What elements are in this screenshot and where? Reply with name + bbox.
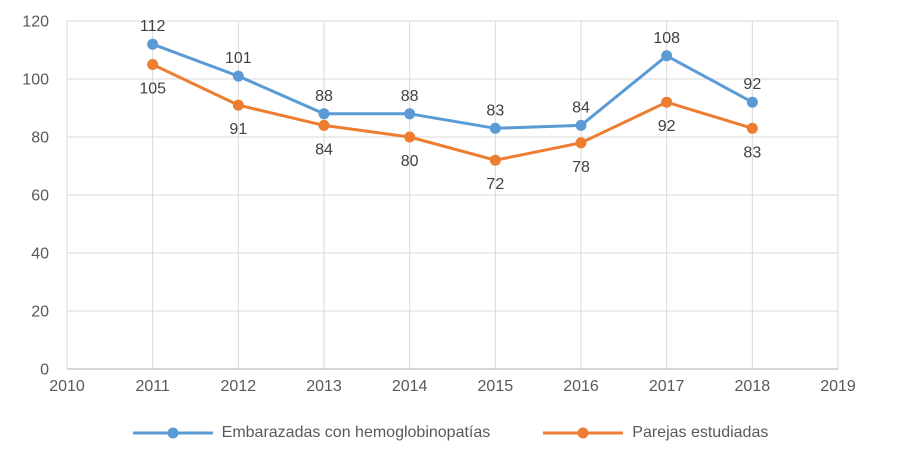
data-point-marker[interactable] bbox=[147, 38, 159, 50]
y-axis-tick-label: 60 bbox=[31, 188, 49, 205]
legend-label-parejas: Parejas estudiadas bbox=[632, 424, 769, 441]
data-point-marker[interactable] bbox=[232, 99, 244, 111]
data-label: 83 bbox=[743, 144, 761, 161]
data-label: 105 bbox=[139, 81, 166, 98]
y-axis-tick-label: 40 bbox=[31, 246, 49, 263]
series-embarazadas: 112 101 88 88 83 84 108 92 bbox=[140, 18, 761, 134]
data-label: 80 bbox=[401, 153, 419, 170]
data-point-marker[interactable] bbox=[575, 119, 587, 131]
x-axis-tick-label: 2012 bbox=[221, 378, 257, 395]
series-line bbox=[151, 63, 754, 162]
data-point-marker[interactable] bbox=[318, 108, 330, 120]
legend: Embarazadas con hemoglobinopatías Pareja… bbox=[0, 419, 900, 447]
data-point-marker[interactable] bbox=[661, 96, 673, 108]
gridlines bbox=[66, 20, 839, 369]
x-axis-tick-label: 2014 bbox=[392, 378, 428, 395]
data-label: 112 bbox=[140, 18, 166, 35]
data-point-marker[interactable] bbox=[232, 70, 244, 82]
data-point-marker[interactable] bbox=[489, 122, 501, 134]
data-label: 84 bbox=[315, 141, 333, 158]
series-line bbox=[151, 42, 754, 130]
y-axis-tick-label: 20 bbox=[31, 304, 49, 321]
data-point-marker[interactable] bbox=[404, 131, 416, 143]
data-point-marker[interactable] bbox=[746, 96, 758, 108]
data-point-marker[interactable] bbox=[489, 154, 501, 166]
data-label: 108 bbox=[653, 30, 680, 47]
legend-label-embarazadas: Embarazadas con hemoglobinopatías bbox=[221, 424, 491, 441]
series-parejas: 105 91 84 80 72 78 92 83 bbox=[139, 59, 761, 193]
x-axis-tick-label: 2013 bbox=[306, 378, 342, 395]
y-axis-tick-labels: 0 20 40 60 80 100 120 bbox=[22, 14, 49, 379]
x-axis-tick-label: 2018 bbox=[735, 378, 771, 395]
data-point-marker[interactable] bbox=[404, 108, 416, 120]
x-axis-tick-label: 2011 bbox=[135, 378, 170, 395]
data-label: 88 bbox=[315, 88, 333, 105]
y-axis-tick-label: 80 bbox=[31, 130, 49, 147]
legend-line-marker-blue-icon bbox=[132, 427, 213, 439]
data-point-marker[interactable] bbox=[318, 119, 330, 131]
legend-item-parejas[interactable]: Parejas estudiadas bbox=[542, 424, 768, 442]
x-axis-tick-label: 2015 bbox=[478, 378, 514, 395]
data-point-marker[interactable] bbox=[575, 137, 587, 149]
data-label: 91 bbox=[229, 121, 247, 138]
legend-item-embarazadas[interactable]: Embarazadas con hemoglobinopatías bbox=[132, 424, 491, 442]
y-axis-tick-label: 100 bbox=[22, 72, 49, 89]
data-label: 84 bbox=[572, 99, 590, 116]
y-axis-tick-label: 120 bbox=[22, 14, 49, 31]
x-axis-tick-label: 2017 bbox=[649, 378, 685, 395]
x-axis-tick-label: 2010 bbox=[49, 378, 85, 395]
data-point-marker[interactable] bbox=[746, 122, 758, 134]
x-axis-tick-label: 2019 bbox=[820, 378, 856, 395]
data-point-marker[interactable] bbox=[147, 59, 159, 70]
data-label: 83 bbox=[486, 102, 504, 119]
data-label: 78 bbox=[572, 159, 590, 176]
data-label: 72 bbox=[486, 176, 504, 193]
legend-line-marker-orange-icon bbox=[543, 427, 624, 439]
data-label: 101 bbox=[225, 50, 252, 67]
data-label: 92 bbox=[658, 118, 676, 135]
data-point-marker[interactable] bbox=[661, 50, 673, 62]
x-axis-tick-labels: 2010 2011 2012 2013 2014 2015 2016 2017 2018 2019 bbox=[49, 378, 856, 395]
data-label: 88 bbox=[401, 88, 419, 105]
y-axis-tick-label: 0 bbox=[40, 362, 49, 379]
x-axis-tick-label: 2016 bbox=[563, 378, 599, 395]
data-label: 92 bbox=[743, 76, 761, 93]
